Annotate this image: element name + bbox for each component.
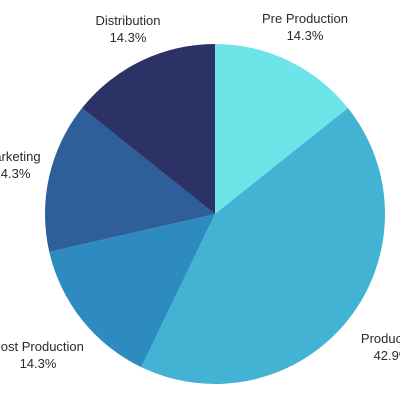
pie-slice-marketing: [45, 108, 215, 252]
slice-label-value: 14.3%: [20, 356, 57, 371]
slice-label-name: Pre Production: [262, 11, 348, 26]
pie-slices: [45, 44, 385, 385]
slice-label-name: Marketing: [0, 149, 41, 164]
slice-label-value: 14.3%: [287, 28, 324, 43]
slice-label-value: 42.9%: [374, 348, 400, 363]
slice-label-value: 14.3%: [0, 166, 31, 181]
pie-slice-distribution: [82, 44, 215, 214]
slice-label-name: Post Production: [0, 339, 84, 354]
pie-slice-post-production: [49, 214, 216, 368]
pie-slice-pre-production: [215, 44, 348, 214]
slice-label-value: 14.3%: [110, 30, 147, 45]
slice-label-name: Distribution: [95, 13, 160, 28]
slice-labels: Pre Production 14.3% Production 42.9% Post P…: [0, 11, 400, 371]
slice-label-name: Production: [361, 331, 400, 346]
pie-slice-production: [141, 108, 385, 385]
